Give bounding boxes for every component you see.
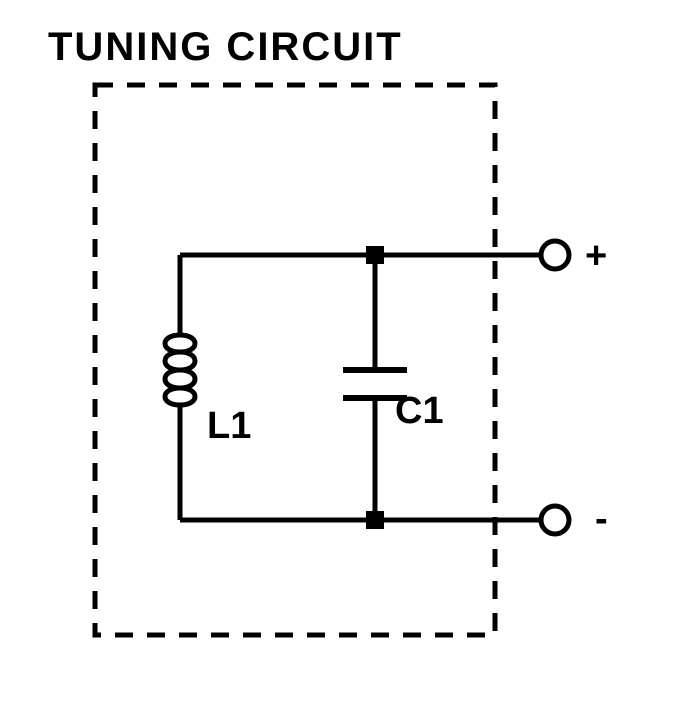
terminal-positive-label: + (585, 235, 607, 278)
junction-top (366, 246, 384, 264)
tuning-circuit-box (95, 85, 495, 635)
circuit-diagram (0, 0, 696, 705)
terminal-positive (541, 241, 569, 269)
terminal-negative (541, 506, 569, 534)
inductor-coil (165, 335, 195, 405)
capacitor-label: C1 (395, 390, 444, 433)
junction-bottom (366, 511, 384, 529)
inductor-label: L1 (207, 405, 251, 448)
terminal-negative-label: - (595, 498, 608, 541)
